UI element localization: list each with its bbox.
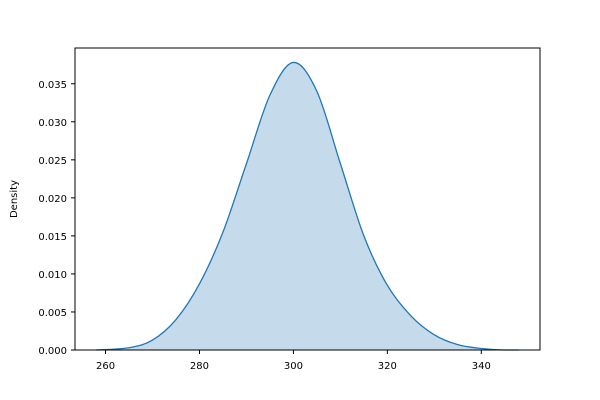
x-axis: 260 280 300 320 340 bbox=[96, 350, 491, 372]
y-tick-label: 0.005 bbox=[38, 308, 67, 319]
y-tick-label: 0.025 bbox=[38, 156, 67, 167]
y-tick-label: 0.020 bbox=[38, 194, 67, 205]
axes-frame bbox=[74, 47, 541, 351]
density-line bbox=[96, 61, 519, 351]
x-tick-label: 300 bbox=[284, 361, 303, 372]
density-fill-area bbox=[96, 62, 519, 350]
y-axis-label: Density bbox=[9, 180, 20, 218]
y-axis: 0.000 0.005 0.010 0.015 0.020 0.025 0.030 0.035 bbox=[38, 80, 75, 357]
y-tick-label: 0.015 bbox=[38, 232, 67, 243]
y-tick-label: 0.000 bbox=[38, 346, 67, 357]
y-tick-label: 0.035 bbox=[38, 80, 67, 91]
y-tick-label: 0.030 bbox=[38, 118, 67, 129]
x-tick-label: 340 bbox=[472, 361, 491, 372]
y-tick-label: 0.010 bbox=[38, 270, 67, 281]
plot-area bbox=[96, 61, 519, 351]
x-tick-label: 260 bbox=[96, 361, 115, 372]
x-tick-label: 320 bbox=[378, 361, 397, 372]
x-tick-label: 280 bbox=[190, 361, 209, 372]
